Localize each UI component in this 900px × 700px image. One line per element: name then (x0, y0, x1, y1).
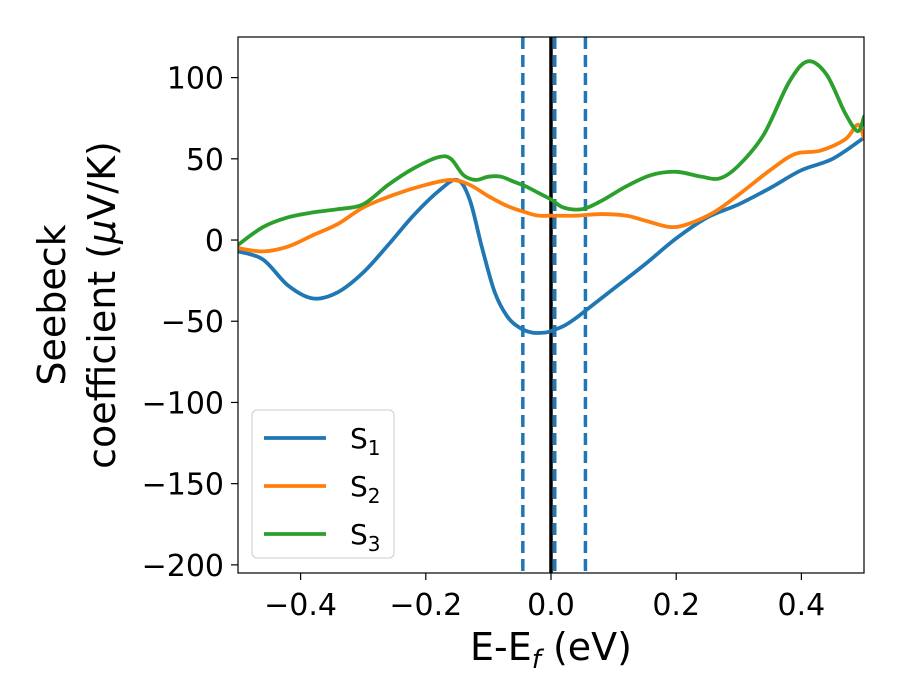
series-line-s2 (238, 122, 864, 254)
legend-label-s1: S1 (350, 422, 381, 460)
legend: S1 S2 S3 (251, 409, 395, 559)
y-tick-label: −100 (142, 386, 224, 421)
legend-label-s3: S3 (350, 518, 381, 556)
series-line-s3 (238, 59, 864, 247)
x-tick-label: 0.0 (527, 588, 575, 623)
legend-label-s2: S2 (350, 470, 381, 508)
y-axis-title-line1: Seebeck (30, 224, 74, 385)
y-tick-label: 100 (167, 62, 224, 97)
y-axis-title-mu: μ (80, 220, 124, 245)
x-axis-ticks: −0.4 −0.2 0.0 0.2 0.4 (264, 573, 825, 623)
x-axis-title-main: E-E (470, 625, 532, 669)
x-tick-label: 0.2 (652, 588, 700, 623)
legend-items: S1 S2 S3 (264, 422, 381, 556)
x-tick-label: 0.4 (778, 588, 826, 623)
y-axis-title-line2: coefficient (μV/K) (80, 141, 124, 469)
x-tick-label: −0.4 (264, 588, 337, 623)
y-axis-title-text: coefficient ( (80, 244, 124, 469)
y-tick-label: −150 (142, 468, 224, 503)
y-tick-label: −200 (142, 549, 224, 584)
reference-lines (521, 37, 588, 573)
y-tick-label: 50 (186, 143, 224, 178)
y-axis-ticks: 100 50 0 −50 −100 −150 −200 (142, 62, 238, 584)
x-axis-title-unit: (eV) (541, 625, 632, 669)
y-tick-label: 0 (205, 224, 224, 259)
x-axis-title: E-Ef (eV) (470, 625, 632, 675)
y-axis-title-unit: V/K) (80, 141, 124, 220)
y-axis-title: Seebeck coefficient (μV/K) (30, 141, 124, 469)
y-tick-label: −50 (161, 305, 224, 340)
series-lines (238, 59, 864, 335)
x-tick-label: −0.2 (389, 588, 462, 623)
legend-box (251, 409, 395, 559)
